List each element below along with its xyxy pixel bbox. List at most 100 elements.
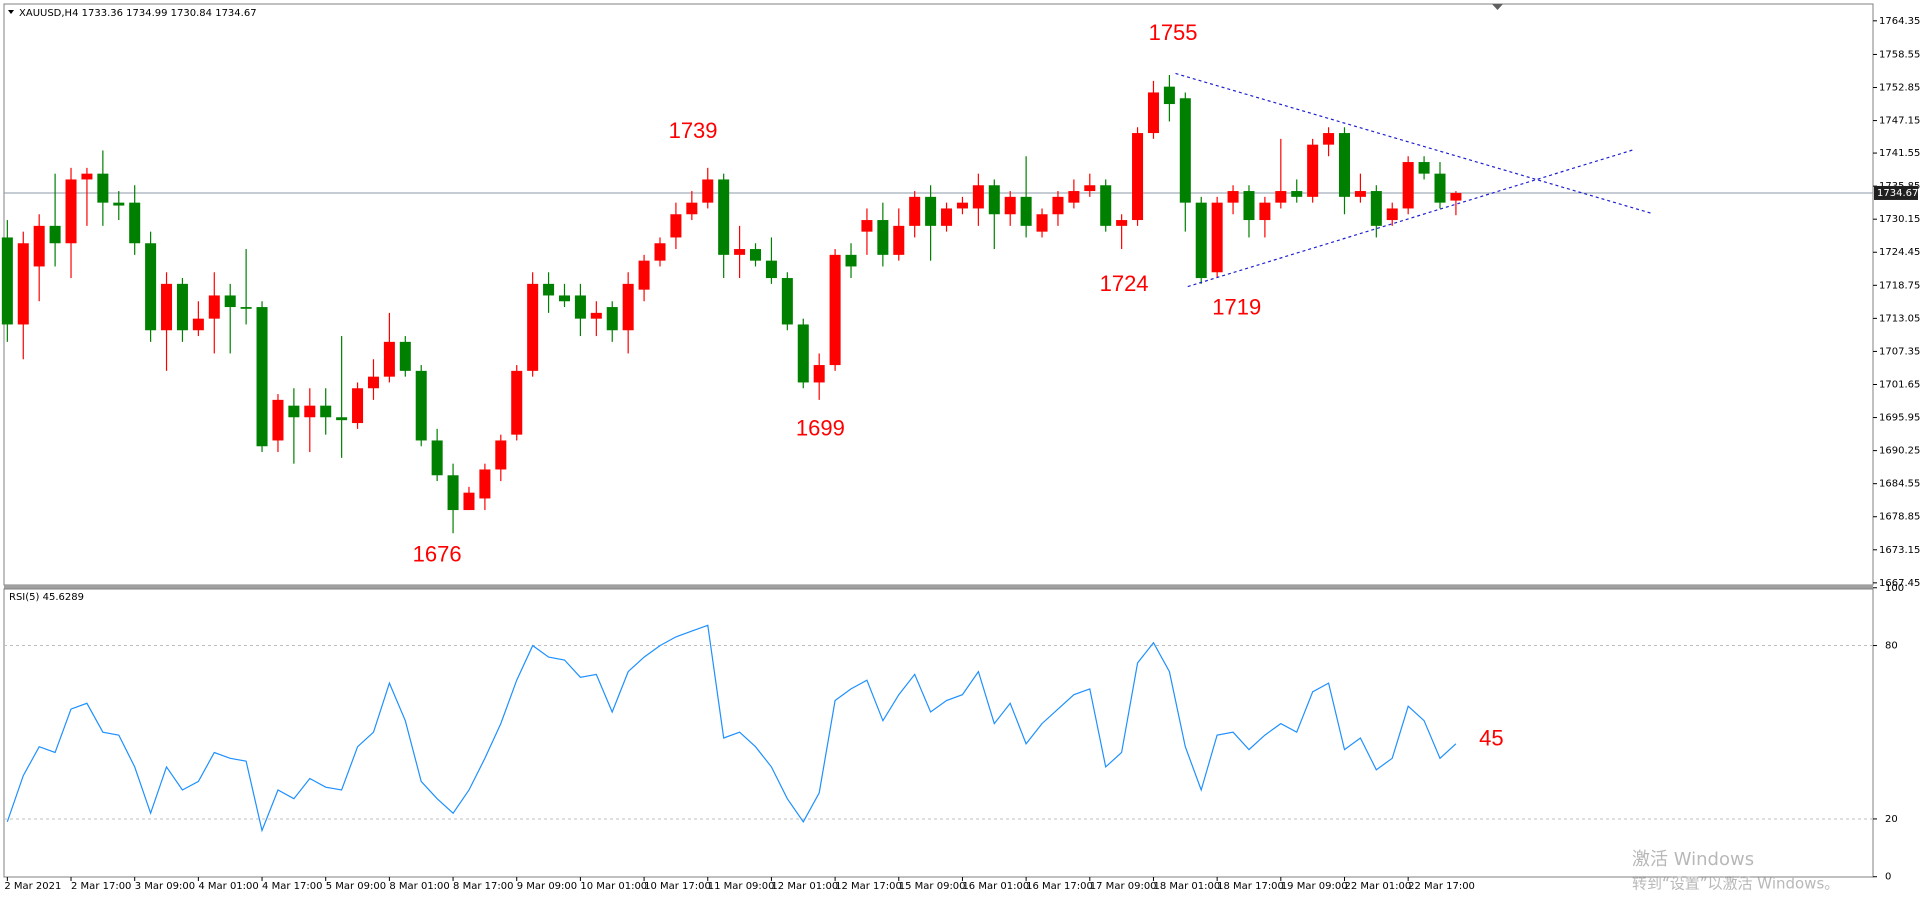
trendline	[1175, 72, 1651, 214]
candle-body	[558, 295, 570, 302]
x-tick-label: 8 Mar 01:00	[389, 881, 449, 892]
rsi-tick-label: 100	[1885, 583, 1904, 594]
candle-body	[956, 202, 968, 209]
y-tick-label: 1707.35	[1879, 346, 1920, 357]
x-tick-label: 11 Mar 09:00	[708, 881, 775, 892]
candle-body	[1338, 133, 1350, 197]
candle-body	[1275, 191, 1287, 203]
candle-body	[877, 220, 889, 255]
candle-body	[367, 376, 379, 389]
candle-body	[734, 249, 746, 255]
candle-body	[1084, 185, 1096, 192]
x-tick-label: 22 Mar 01:00	[1344, 881, 1411, 892]
annotation: 1699	[796, 416, 845, 441]
y-tick-label: 1724.45	[1879, 247, 1920, 258]
annotation: 1755	[1149, 20, 1198, 45]
candle-body	[97, 173, 109, 203]
y-tick-label: 1695.95	[1879, 413, 1920, 424]
y-tick-label: 1741.55	[1879, 148, 1920, 159]
candle-body	[304, 405, 316, 418]
candle-body	[1386, 208, 1398, 221]
candle-body	[320, 405, 332, 418]
y-tick-label: 1752.85	[1879, 83, 1920, 94]
candle-body	[574, 295, 586, 319]
candle-body	[33, 225, 45, 267]
candle-body	[336, 417, 348, 421]
candle-body	[686, 202, 698, 215]
candle-body	[1147, 92, 1159, 134]
candle-body	[1004, 196, 1016, 215]
candle-body	[590, 312, 602, 319]
y-tick-label: 1678.85	[1879, 512, 1920, 523]
candle-body	[1307, 144, 1319, 197]
candle-body	[1179, 98, 1191, 203]
x-tick-label: 19 Mar 09:00	[1281, 881, 1348, 892]
candle-body	[479, 469, 491, 499]
x-tick-label: 10 Mar 17:00	[644, 881, 711, 892]
scroll-marker	[1492, 4, 1503, 10]
rsi-panel	[3, 588, 1874, 878]
rsi-tick-label: 0	[1885, 872, 1891, 883]
candle-body	[606, 307, 618, 331]
candle-body	[1052, 196, 1064, 215]
candle-body	[1418, 162, 1430, 174]
candle-body	[1211, 202, 1223, 273]
y-tick-label: 1667.45	[1879, 578, 1920, 589]
y-tick-label: 1701.65	[1879, 379, 1920, 390]
annotation: 1739	[669, 118, 718, 143]
candle-body	[781, 278, 793, 325]
candle-body	[224, 295, 236, 308]
candle-body	[845, 254, 857, 267]
candle-body	[765, 260, 777, 279]
candle-body	[988, 185, 1000, 215]
x-tick-label: 2 Mar 2021	[4, 881, 61, 892]
x-tick-label: 8 Mar 17:00	[453, 881, 513, 892]
x-tick-label: 4 Mar 17:00	[262, 881, 322, 892]
candle-body	[829, 254, 841, 366]
x-tick-label: 16 Mar 01:00	[962, 881, 1029, 892]
candle-body	[718, 179, 730, 255]
candle-body	[431, 440, 443, 476]
x-tick-label: 18 Mar 17:00	[1217, 881, 1284, 892]
rsi-line	[6, 624, 1457, 833]
x-tick-label: 4 Mar 01:00	[198, 881, 258, 892]
candle-body	[145, 243, 157, 331]
candle-body	[208, 295, 220, 319]
x-tick-label: 22 Mar 17:00	[1408, 881, 1475, 892]
candle-body	[1370, 191, 1382, 226]
annotation: 1719	[1212, 294, 1261, 319]
x-tick-label: 15 Mar 09:00	[899, 881, 966, 892]
candle-body	[1116, 220, 1128, 226]
candle-body	[702, 179, 714, 203]
candle-body	[1402, 162, 1414, 209]
candle-body	[288, 405, 300, 418]
candle-body	[1291, 191, 1303, 197]
candle-body	[176, 283, 188, 331]
candle-body	[192, 318, 204, 331]
candle-body	[1323, 133, 1335, 145]
candle-body	[1020, 196, 1032, 226]
candle-body	[49, 225, 61, 244]
candle-body	[1, 237, 13, 325]
candle-body	[638, 260, 650, 290]
y-tick-label: 1684.55	[1879, 479, 1920, 490]
candle-body	[65, 179, 77, 244]
candle-body	[861, 220, 873, 232]
candle-body	[797, 324, 809, 383]
rsi-tick-label: 80	[1885, 641, 1898, 652]
y-tick-label: 1747.15	[1879, 116, 1920, 127]
candle-body	[1163, 86, 1175, 105]
candle-body	[383, 341, 395, 377]
y-tick-label: 1758.55	[1879, 49, 1920, 60]
candle-body	[511, 370, 523, 435]
x-tick-label: 16 Mar 17:00	[1026, 881, 1093, 892]
candle-body	[909, 196, 921, 226]
candle-body	[941, 208, 953, 226]
y-tick-label: 1764.35	[1879, 16, 1920, 27]
candle-body	[1450, 192, 1462, 201]
candle-body	[750, 249, 762, 261]
candle-body	[352, 388, 364, 424]
